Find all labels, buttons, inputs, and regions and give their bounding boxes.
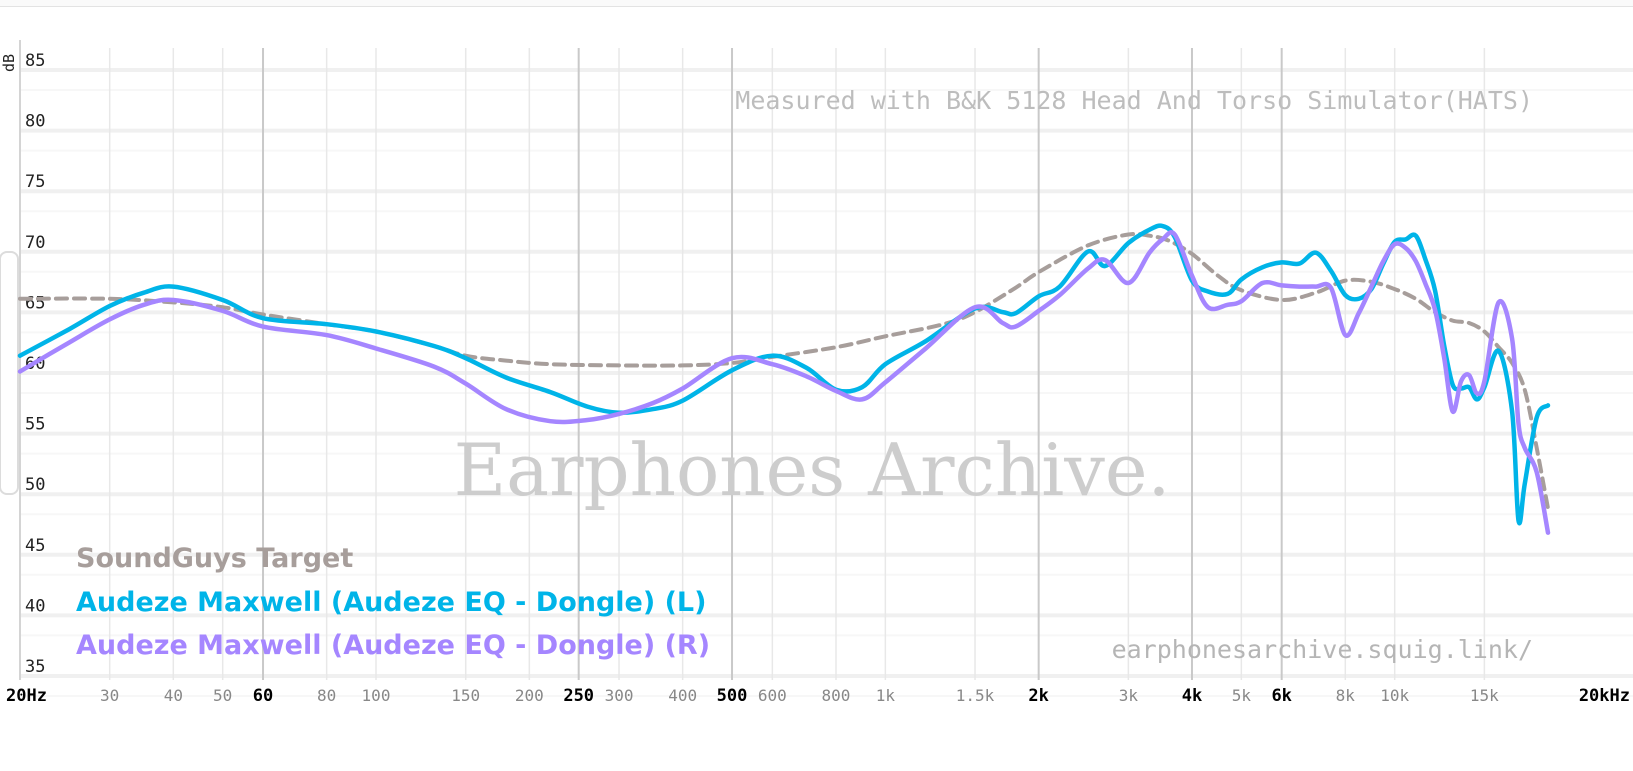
- x-tick-label: 40: [164, 686, 183, 705]
- x-tick-labels: 20Hz 30 40 50 60 80 100 150 200 250 300 400 500 600 80…: [6, 686, 1630, 706]
- x-tick-label: 30: [100, 686, 119, 705]
- x-tick-label: 400: [668, 686, 697, 705]
- x-tick-label: 50: [213, 686, 232, 705]
- legend-item-right[interactable]: Audeze Maxwell (Audeze EQ - Dongle) (R): [76, 630, 710, 661]
- y-axis-handle[interactable]: [0, 251, 19, 495]
- x-tick-label: 1.5k: [956, 686, 995, 705]
- curves-group: [17, 223, 1551, 535]
- y-tick-label: 55: [25, 415, 45, 435]
- site-url: earphonesarchive.squig.link/: [1112, 635, 1533, 664]
- x-tick-label: 150: [451, 686, 480, 705]
- x-tick-label: 60: [253, 686, 273, 706]
- y-tick-label: 35: [25, 657, 45, 677]
- y-tick-label: 85: [25, 51, 45, 71]
- y-tick-label: 80: [25, 112, 45, 132]
- x-tick-label: 200: [515, 686, 544, 705]
- x-tick-label: 3k: [1119, 686, 1139, 705]
- y-axis-label: dB: [0, 54, 18, 72]
- legend-item-target[interactable]: SoundGuys Target: [76, 543, 353, 574]
- x-tick-label: 500: [717, 686, 748, 706]
- x-tick-label: 600: [758, 686, 787, 705]
- legend: SoundGuys Target Audeze Maxwell (Audeze …: [76, 543, 710, 661]
- y-tick-label: 40: [25, 596, 45, 616]
- y-tick-label: 65: [25, 293, 45, 313]
- right-channel-curve: [17, 230, 1551, 535]
- x-tick-label: 300: [605, 686, 634, 705]
- legend-item-left[interactable]: Audeze Maxwell (Audeze EQ - Dongle) (L): [76, 587, 706, 618]
- watermark-text: Earphones Archive.: [454, 428, 1171, 512]
- y-tick-label: 75: [25, 172, 45, 192]
- y-tick-label: 45: [25, 536, 45, 556]
- y-tick-label: 50: [25, 475, 45, 495]
- x-tick-label: 20kHz: [1579, 686, 1630, 706]
- horizontal-gridlines: [20, 68, 1633, 697]
- left-channel-curve: [17, 223, 1551, 526]
- x-tick-label: 6k: [1271, 686, 1291, 706]
- target-curve: [18, 231, 1550, 511]
- x-tick-label: 100: [362, 686, 391, 705]
- x-tick-label: 2k: [1028, 686, 1048, 706]
- x-tick-label: 250: [563, 686, 594, 706]
- x-tick-label: 80: [317, 686, 336, 705]
- vertical-gridlines: [108, 48, 1486, 680]
- x-tick-label: 8k: [1336, 686, 1356, 705]
- x-tick-label: 5k: [1232, 686, 1252, 705]
- measurement-note: Measured with B&K 5128 Head And Torso Si…: [735, 86, 1533, 115]
- top-bar: [0, 0, 1633, 7]
- x-tick-label: 800: [822, 686, 851, 705]
- x-tick-label: 15k: [1470, 686, 1499, 705]
- x-tick-label: 1k: [876, 686, 896, 705]
- x-tick-label: 10k: [1380, 686, 1409, 705]
- y-tick-label: 70: [25, 233, 45, 253]
- x-tick-label: 20Hz: [6, 686, 47, 706]
- x-tick-label: 4k: [1182, 686, 1202, 706]
